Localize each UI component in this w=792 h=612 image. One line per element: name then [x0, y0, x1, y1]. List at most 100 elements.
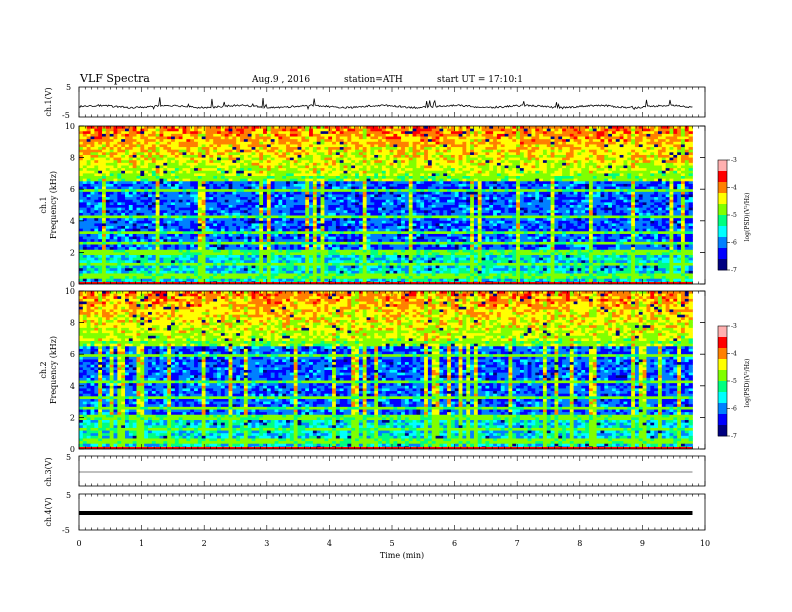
spectrogram-cell — [528, 176, 532, 179]
spectrogram-cell — [91, 200, 95, 203]
spectrogram-cell — [658, 152, 662, 155]
spectrogram-cell — [420, 187, 424, 190]
spectrogram-cell — [79, 139, 83, 142]
spectrogram-cell — [278, 200, 282, 203]
spectrogram-cell — [681, 197, 685, 200]
spectrogram-cell — [190, 171, 194, 174]
spectrogram-cell — [600, 158, 604, 161]
spectrogram-cell — [282, 189, 286, 192]
spectrogram-cell — [451, 168, 455, 171]
spectrogram-cell — [209, 184, 213, 187]
spectrogram-cell — [267, 129, 271, 132]
spectrogram-cell — [248, 147, 252, 150]
spectrogram-cell — [144, 144, 148, 147]
spectrogram-cell — [152, 163, 156, 166]
spectrogram-cell — [301, 163, 305, 166]
spectrogram-cell — [87, 205, 91, 208]
spectrogram-cell — [347, 192, 351, 195]
spectrogram-cell — [478, 194, 482, 197]
spectrogram-cell — [367, 155, 371, 158]
spectrogram-cell — [359, 131, 363, 134]
spectrogram-cell — [539, 202, 543, 205]
spectrogram-cell — [597, 173, 601, 176]
spectrogram-cell — [190, 202, 194, 205]
spectrogram-cell — [186, 129, 190, 132]
spectrogram-cell — [512, 173, 516, 176]
spectrogram-cell — [474, 131, 478, 134]
spectrogram-cell — [646, 163, 650, 166]
spectrogram-cell — [666, 160, 670, 163]
spectrogram-cell — [551, 194, 555, 197]
spectrogram-cell — [554, 194, 558, 197]
spectrogram-cell — [244, 171, 248, 174]
spectrogram-cell — [167, 129, 171, 132]
spectrogram-cell — [344, 147, 348, 150]
spectrogram-cell — [198, 179, 202, 182]
spectrogram-cell — [535, 139, 539, 142]
spectrogram-cell — [604, 160, 608, 163]
spectrogram-cell — [232, 147, 236, 150]
spectrogram-cell — [666, 187, 670, 190]
spectrogram-cell — [662, 144, 666, 147]
spectrogram-cell — [547, 202, 551, 205]
spectrogram-cell — [677, 189, 681, 192]
spectrogram-cell — [340, 187, 344, 190]
spectrogram-cell — [332, 184, 336, 187]
spectrogram-cell — [436, 200, 440, 203]
spectrogram-cell — [144, 194, 148, 197]
spectrogram-cell — [367, 202, 371, 205]
spectrogram-cell — [183, 139, 187, 142]
spectrogram-cell — [497, 202, 501, 205]
spectrogram-cell — [401, 160, 405, 163]
spectrogram-cell — [470, 163, 474, 166]
spectrogram-cell — [386, 179, 390, 182]
spectrogram-cell — [179, 139, 183, 142]
spectrogram-cell — [171, 129, 175, 132]
spectrogram-cell — [508, 176, 512, 179]
spectrogram-cell — [485, 192, 489, 195]
spectrogram-cell — [374, 202, 378, 205]
spectrogram-cell — [321, 187, 325, 190]
spectrogram-cell — [244, 150, 248, 153]
spectrogram-cell — [378, 202, 382, 205]
spectrogram-cell — [547, 158, 551, 161]
spectrogram-cell — [574, 173, 578, 176]
spectrogram-cell — [79, 166, 83, 169]
spectrogram-cell — [244, 179, 248, 182]
spectrogram-cell — [604, 192, 608, 195]
spectrogram-cell — [535, 202, 539, 205]
spectrogram-cell — [186, 155, 190, 158]
spectrogram-cell — [313, 129, 317, 132]
spectrogram-cell — [512, 152, 516, 155]
spectrogram-cell — [600, 134, 604, 137]
spectrogram-cell — [110, 142, 114, 145]
spectrogram-cell — [570, 200, 574, 203]
spectrogram-cell — [87, 144, 91, 147]
spectrogram-cell — [662, 126, 666, 129]
spectrogram-cell — [677, 129, 681, 132]
spectrogram-cell — [562, 131, 566, 134]
spectrogram-cell — [217, 142, 221, 145]
spectrogram-cell — [183, 189, 187, 192]
spectrogram-cell — [144, 202, 148, 205]
spectrogram-cell — [286, 139, 290, 142]
spectrogram-cell — [543, 200, 547, 203]
spectrogram-cell — [516, 139, 520, 142]
spectrogram-cell — [386, 194, 390, 197]
spectrogram-cell — [324, 171, 328, 174]
spectrogram-cell — [516, 134, 520, 137]
spectrogram-cell — [125, 176, 129, 179]
spectrogram-cell — [321, 184, 325, 187]
spectrogram-cell — [183, 129, 187, 132]
spectrogram-cell — [462, 134, 466, 137]
spectrogram-cell — [436, 150, 440, 153]
spectrogram-cell — [248, 171, 252, 174]
spectrogram-cell — [190, 139, 194, 142]
spectrogram-cell — [344, 139, 348, 142]
spectrogram-cell — [282, 144, 286, 147]
spectrogram-cell — [524, 126, 528, 129]
spectrogram-cell — [520, 134, 524, 137]
spectrogram-cell — [439, 181, 443, 184]
spectrogram-cell — [363, 168, 367, 171]
spectrogram-cell — [344, 144, 348, 147]
